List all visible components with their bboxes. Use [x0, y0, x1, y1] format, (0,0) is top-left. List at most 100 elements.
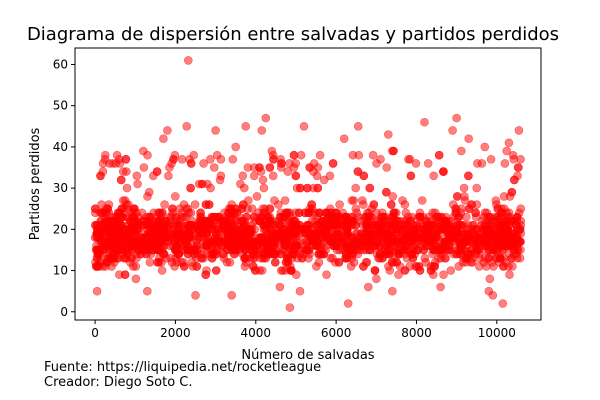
scatter-point: [489, 245, 498, 255]
scatter-point: [312, 262, 321, 271]
chart-title: Diagrama de dispersión entre salvadas y …: [27, 24, 559, 45]
scatter-point: [343, 299, 353, 308]
scatter-point: [239, 220, 249, 230]
y-tick-label: 60: [53, 57, 68, 71]
scatter-point: [500, 159, 510, 168]
scatter-point: [184, 56, 193, 65]
scatter-point: [326, 253, 335, 263]
x-tick-label: 8000: [401, 326, 432, 340]
scatter-point: [199, 159, 208, 168]
scatter-point: [513, 245, 523, 255]
scatter-point: [486, 155, 496, 164]
scatter-point: [265, 204, 275, 213]
scatter-point: [275, 282, 285, 292]
scatter-point: [349, 257, 359, 267]
scatter-point: [327, 233, 337, 242]
scatter-point: [197, 179, 207, 189]
scatter-point: [256, 233, 265, 242]
scatter-point: [160, 200, 169, 209]
scatter-point: [296, 150, 306, 160]
scatter-point: [231, 245, 240, 255]
scatter-point: [200, 216, 209, 226]
scatter-point: [242, 241, 252, 251]
scatter-point: [334, 257, 344, 267]
scatter-point: [453, 245, 463, 255]
scatter-point: [92, 286, 102, 296]
scatter-point: [499, 262, 508, 271]
scatter-point: [164, 171, 173, 181]
scatter-point: [101, 150, 110, 160]
y-tick-label: 20: [53, 222, 68, 236]
scatter-point: [113, 253, 123, 263]
scatter-point: [386, 200, 396, 209]
scatter-point: [507, 187, 517, 197]
scatter-point: [240, 262, 250, 271]
scatter-point: [417, 196, 427, 205]
scatter-point: [277, 159, 286, 168]
scatter-point: [473, 159, 482, 168]
scatter-point: [269, 155, 278, 164]
scatter-point: [328, 159, 338, 168]
scatter-point: [504, 138, 514, 148]
scatter-point: [259, 249, 269, 259]
y-tick-label: 30: [53, 181, 68, 195]
scatter-point: [285, 303, 295, 312]
scatter-point: [350, 237, 360, 246]
scatter-point: [389, 208, 399, 218]
scatter-point: [359, 262, 368, 271]
scatter-point: [461, 212, 471, 222]
scatter-point: [152, 225, 161, 234]
scatter-point: [394, 237, 404, 246]
scatter-point: [120, 270, 130, 280]
scatter-point: [354, 150, 364, 160]
scatter-point: [241, 253, 250, 263]
scatter-point: [132, 171, 142, 181]
y-tick-label: 50: [53, 99, 68, 113]
scatter-point: [369, 200, 379, 209]
scatter-point: [466, 249, 476, 259]
scatter-point: [139, 146, 148, 156]
scatter-point: [159, 249, 169, 259]
scatter-point: [143, 286, 152, 296]
scatter-point: [420, 117, 429, 127]
x-tick-label: 0: [91, 326, 99, 340]
scatter-point: [122, 183, 132, 193]
scatter-point: [289, 150, 299, 160]
scatter-point: [114, 220, 124, 230]
scatter-point: [157, 266, 167, 275]
scatter-point: [456, 146, 466, 156]
scatter-point: [424, 237, 433, 246]
scatter-point: [119, 196, 128, 205]
scatter-point: [131, 274, 141, 284]
scatter-point: [426, 266, 436, 275]
scatter-point: [454, 262, 464, 271]
scatter-point: [513, 163, 523, 172]
scatter-point: [419, 225, 429, 234]
scatter-point: [302, 183, 312, 193]
scatter-point: [498, 220, 507, 230]
x-tick-label: 6000: [321, 326, 352, 340]
scatter-point: [106, 233, 116, 242]
scatter-point: [261, 220, 270, 230]
scatter-point: [372, 208, 381, 218]
scatter-point: [410, 233, 420, 242]
scatter-point: [268, 171, 278, 181]
scatter-point: [242, 212, 251, 222]
scatter-point: [471, 208, 480, 218]
scatter-point: [326, 208, 336, 218]
scatter-point: [192, 262, 202, 271]
scatter-point: [183, 241, 193, 251]
scatter-point: [280, 241, 289, 251]
scatter-point: [451, 204, 461, 213]
scatter-point: [283, 167, 293, 176]
scatter-point: [177, 155, 187, 164]
scatter-point: [154, 216, 164, 226]
scatter-point: [483, 241, 492, 251]
scatter-point: [295, 286, 305, 296]
scatter-point: [186, 220, 195, 230]
scatter-point: [249, 253, 259, 263]
scatter-point: [381, 187, 391, 197]
scatter-point: [153, 245, 163, 255]
scatter-point: [509, 155, 519, 164]
